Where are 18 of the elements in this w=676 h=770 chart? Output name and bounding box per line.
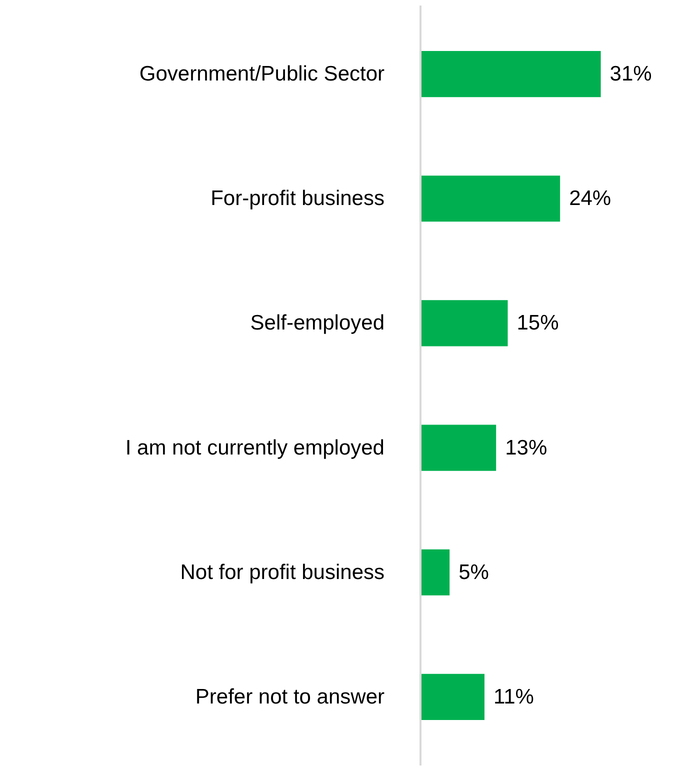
- data-label: 5%: [458, 560, 489, 584]
- y-tick-label: Government/Public Sector: [139, 62, 385, 86]
- data-label: 13%: [505, 436, 548, 460]
- y-tick-label: Prefer not to answer: [195, 685, 385, 708]
- data-label: 31%: [610, 62, 652, 86]
- y-tick-label: Not for profit business: [180, 560, 385, 584]
- bar: [420, 424, 496, 471]
- bar: [420, 549, 450, 596]
- y-tick-label: Self-employed: [250, 312, 384, 335]
- data-label: 11%: [493, 685, 534, 708]
- data-label: 15%: [516, 312, 559, 335]
- bar: [420, 674, 484, 720]
- y-tick-label: For-profit business: [210, 187, 385, 210]
- y-tick-label: I am not currently employed: [125, 436, 385, 460]
- data-label: 24%: [569, 187, 612, 210]
- bar: [420, 176, 560, 222]
- bar: [420, 300, 508, 346]
- bar: [420, 50, 601, 98]
